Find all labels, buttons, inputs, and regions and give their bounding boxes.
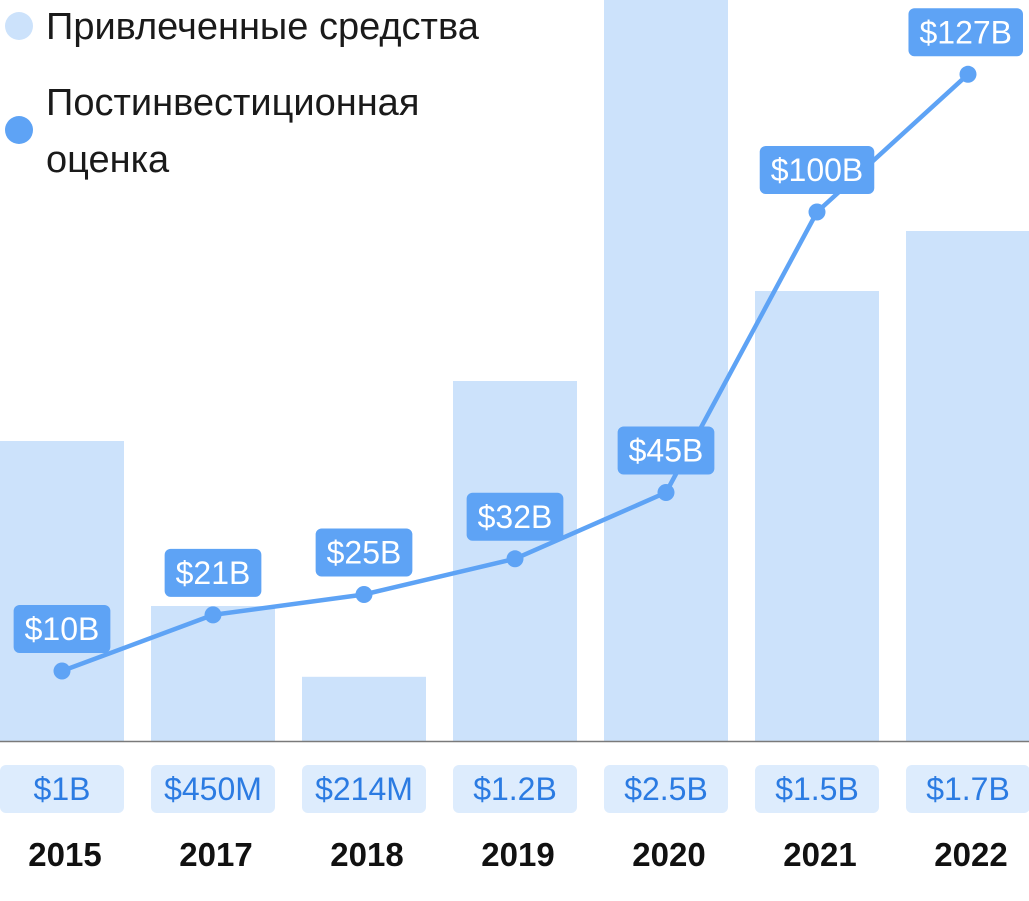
- valuation-labels-group: $10B $21B $25B $32B $45B $100B $127B: [13, 8, 1023, 653]
- raised-label-bg: [755, 765, 879, 813]
- raised-label-2015: $1B: [0, 765, 124, 813]
- raised-label-bg: [151, 765, 275, 813]
- raised-label-text: $1.5B: [775, 771, 859, 807]
- valuation-point-2017: [204, 606, 222, 624]
- valuation-label-text: $25B: [327, 535, 402, 571]
- legend-swatch-valuation: [5, 116, 33, 144]
- valuation-point-2021: [808, 203, 826, 221]
- raised-label-text: $450M: [164, 771, 262, 807]
- raised-label-bg: [302, 765, 426, 813]
- raised-label-bg: [453, 765, 577, 813]
- raised-label-text: $1B: [34, 771, 91, 807]
- x-tick-label-2021: 2021: [783, 836, 856, 873]
- valuation-label-bg: [617, 426, 715, 475]
- raised-label-2018: $214M: [302, 765, 426, 813]
- bar-raised-2015: [0, 441, 124, 741]
- raised-label-text: $2.5B: [624, 771, 708, 807]
- raised-label-bg: [604, 765, 728, 813]
- raised-label-2019: $1.2B: [453, 765, 577, 813]
- year-labels-group: 2015 2017 2018 2019 2020 2021 2022: [28, 836, 1007, 873]
- raised-label-2017: $450M: [151, 765, 275, 813]
- valuation-label-bg: [908, 8, 1023, 57]
- bar-raised-2021: [755, 291, 879, 741]
- valuation-label-bg: [13, 605, 111, 653]
- legend-item-valuation: Постинвестиционная оценка: [5, 82, 419, 181]
- valuation-point-2022: [959, 65, 977, 83]
- valuation-label-2020: $45B: [617, 426, 715, 475]
- raised-label-2021: $1.5B: [755, 765, 879, 813]
- valuation-label-2018: $25B: [315, 528, 413, 577]
- x-tick-label-2018: 2018: [330, 836, 403, 873]
- valuation-label-text: $100B: [771, 152, 864, 188]
- valuation-label-bg: [164, 548, 262, 597]
- valuation-label-text: $10B: [25, 611, 100, 647]
- valuation-label-text: $127B: [919, 14, 1012, 50]
- legend-label-valuation-line1: Постинвестиционная: [46, 82, 419, 124]
- bars-group: [0, 0, 1029, 741]
- raised-label-text: $214M: [315, 771, 413, 807]
- raised-label-bg: [906, 765, 1029, 813]
- raised-label-bg: [0, 765, 124, 813]
- x-tick-label-2020: 2020: [632, 836, 705, 873]
- x-tick-label-2015: 2015: [28, 836, 101, 873]
- x-tick-label-2017: 2017: [179, 836, 252, 873]
- raised-label-2022: $1.7B: [906, 765, 1029, 813]
- legend-label-valuation-line2: оценка: [46, 139, 170, 181]
- valuation-point-2015: [53, 662, 71, 680]
- bar-raised-2020: [604, 0, 728, 741]
- raised-label-text: $1.2B: [473, 771, 557, 807]
- valuation-label-text: $21B: [176, 555, 251, 591]
- valuation-label-2021: $100B: [759, 146, 875, 194]
- valuation-label-bg: [466, 492, 564, 541]
- valuation-label-2022: $127B: [908, 8, 1023, 57]
- valuation-line-group: [53, 65, 977, 680]
- valuation-point-2020: [657, 484, 675, 501]
- valuation-label-2019: $32B: [466, 492, 564, 541]
- raised-label-2020: $2.5B: [604, 765, 728, 813]
- valuation-point-2018: [355, 586, 373, 603]
- raised-label-text: $1.7B: [926, 771, 1010, 807]
- legend-swatch-raised: [5, 12, 33, 40]
- x-tick-label-2022: 2022: [934, 836, 1007, 873]
- valuation-label-text: $45B: [629, 433, 704, 469]
- valuation-label-2015: $10B: [13, 605, 111, 653]
- legend-label-raised: Привлеченные средства: [46, 6, 480, 48]
- raised-labels-group: $1B $450M $214M $1.2B $2.5B $1.5B $1.7B: [0, 765, 1029, 813]
- bar-raised-2022: [906, 231, 1029, 741]
- valuation-label-2017: $21B: [164, 548, 262, 597]
- valuation-label-bg: [759, 146, 875, 194]
- legend: Привлеченные средства Постинвестиционная о…: [5, 6, 480, 181]
- valuation-point-2019: [506, 550, 524, 568]
- bar-raised-2017: [151, 606, 275, 741]
- bar-raised-2018: [302, 676, 426, 741]
- valuation-label-text: $32B: [478, 499, 553, 535]
- valuation-label-bg: [315, 528, 413, 577]
- legend-item-raised: Привлеченные средства: [5, 6, 480, 48]
- x-tick-label-2019: 2019: [481, 836, 554, 873]
